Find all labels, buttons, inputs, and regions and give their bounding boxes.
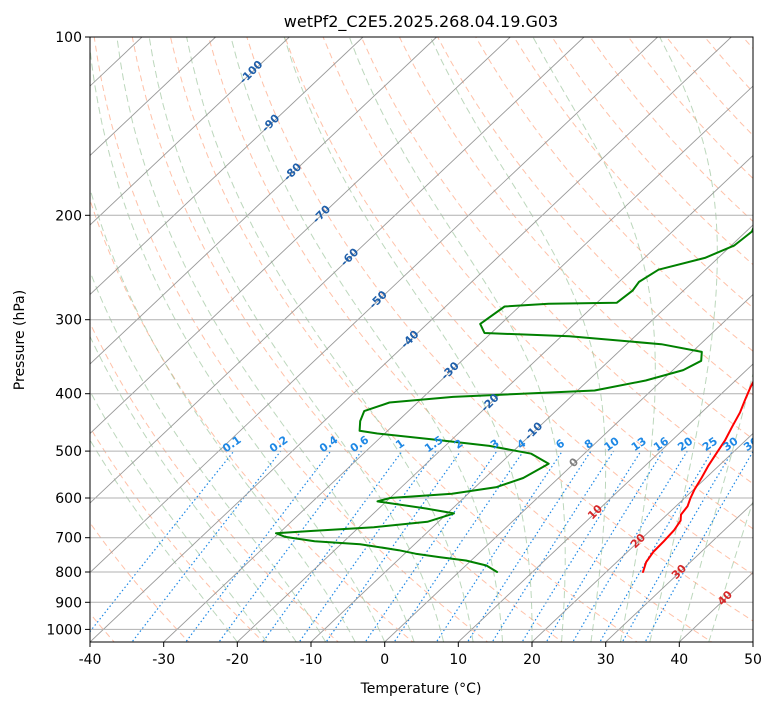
x-tick-label: 50: [744, 652, 762, 668]
mixing-ratio-line: [599, 450, 713, 642]
moist-adiabat: [429, 37, 607, 642]
mixing-ratio-line: [298, 450, 437, 642]
mixing-ratio-label: 36: [741, 434, 761, 454]
moist-adiabat: [186, 37, 474, 642]
moist-adiabat: [230, 37, 503, 642]
moist-adiabat: [90, 43, 386, 642]
y-tick-label: 700: [55, 531, 82, 547]
moist-adiabat: [148, 37, 445, 642]
skewed-isotherm: [163, 85, 753, 642]
mixing-ratio-line: [90, 450, 235, 633]
moist-adiabat: [532, 37, 656, 642]
chart-title: wetPf2_C2E5.2025.268.04.19.G03: [284, 12, 558, 32]
mixing-ratio-line: [545, 450, 664, 642]
dry-adiabat: [437, 37, 753, 396]
skewed-isotherm: [310, 224, 753, 642]
mixing-ratio-lines: [90, 450, 753, 642]
skewed-isotherm: [90, 37, 585, 504]
y-tick-label: 1000: [46, 622, 82, 638]
y-tick-label: 100: [55, 30, 82, 46]
x-tick-label: -30: [152, 652, 175, 668]
mixing-ratio-line: [325, 450, 462, 642]
skewed-isotherm: [90, 37, 658, 574]
y-tick-label: 600: [55, 491, 82, 507]
y-tick-label: 900: [55, 595, 82, 611]
sounding-profiles: [275, 226, 753, 573]
skewed-isotherm: [90, 37, 364, 296]
skewed-isotherm: [531, 432, 753, 642]
dry-adiabat: [208, 37, 713, 642]
x-tick-label: -40: [79, 652, 102, 668]
skewed-isotherm: [90, 37, 511, 435]
moist-adiabat: [116, 37, 415, 642]
x-tick-label: -20: [226, 652, 249, 668]
moist-adiabat: [348, 37, 566, 642]
y-tick-label: 400: [55, 387, 82, 403]
mixing-ratio-line: [521, 450, 642, 642]
mixing-ratio-line: [435, 450, 563, 642]
x-tick-label: 30: [597, 652, 615, 668]
skewed-isotherms: [90, 37, 753, 642]
y-axis-ticks: 100 200 300 400 500 600 700 800 900 1000: [46, 30, 90, 638]
skewed-isotherm: [90, 37, 216, 157]
skewed-isotherm: [90, 37, 437, 365]
y-axis-label: Pressure (hPa): [12, 290, 28, 390]
y-tick-label: 200: [55, 208, 82, 224]
x-axis-ticks: -40 -30 -20 -10 0 10 20 30 40 50: [79, 642, 762, 668]
dry-adiabat: [93, 37, 489, 642]
skewed-isotherm: [384, 293, 753, 642]
moist-adiabat: [283, 37, 533, 642]
skewed-isotherm: [90, 37, 290, 226]
x-tick-label: 20: [523, 652, 541, 668]
skewed-isotherm: [457, 363, 753, 642]
moist-adiabat: [678, 371, 753, 642]
x-tick-label: 40: [670, 652, 688, 668]
skewed-isotherm: [605, 502, 753, 642]
mixing-ratio-line: [364, 450, 498, 642]
moist-adiabat: [649, 37, 718, 642]
y-tick-label: 800: [55, 565, 82, 581]
mixing-ratio-line: [218, 450, 362, 642]
x-axis-label: Temperature (°C): [360, 681, 482, 697]
skewed-isotherm: [90, 37, 732, 642]
dry-adiabat: [360, 37, 753, 485]
plot-frame: [89, 36, 754, 643]
x-tick-label: 0: [380, 652, 389, 668]
y-tick-label: 500: [55, 444, 82, 460]
dry-adiabat: [398, 37, 753, 440]
dewpoint-profile: [275, 226, 753, 573]
moist-adiabat: [90, 187, 356, 642]
y-tick-label: 300: [55, 313, 82, 329]
temperature-profile: [642, 380, 753, 573]
skewed-isotherm: [236, 154, 753, 642]
moist-adiabat: [90, 270, 327, 642]
x-tick-label: -10: [300, 652, 323, 668]
x-tick-label: 10: [449, 652, 467, 668]
dry-adiabat: [284, 37, 753, 576]
dry-adiabat: [246, 37, 753, 622]
mixing-ratio-line: [393, 450, 524, 642]
